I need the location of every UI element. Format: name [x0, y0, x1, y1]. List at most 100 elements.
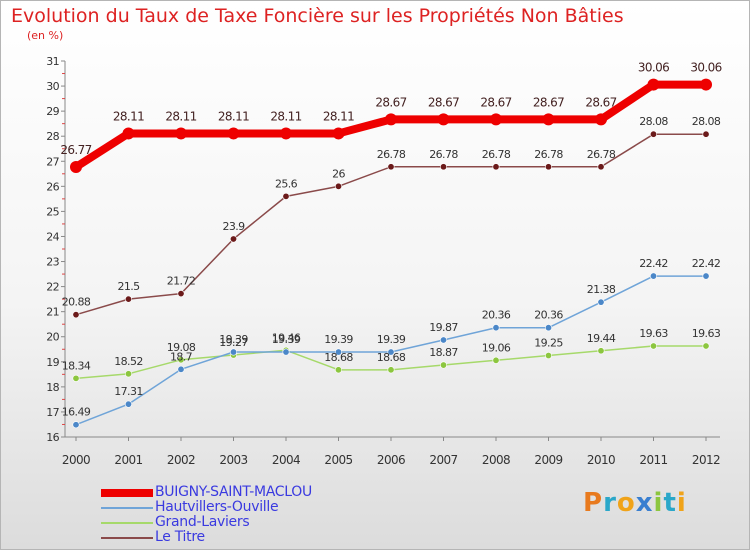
legend-swatch: [101, 537, 153, 539]
data-label: 19.63: [692, 327, 721, 340]
logo-letter: P: [583, 488, 604, 518]
data-point: [282, 192, 290, 200]
data-point: [175, 127, 187, 140]
data-label: 30.06: [690, 61, 721, 75]
data-label: 25.6: [275, 177, 298, 190]
data-label: 19.39: [324, 333, 353, 346]
data-label: 18.34: [62, 359, 91, 372]
data-label: 19.44: [587, 332, 616, 345]
data-point: [597, 298, 605, 306]
data-label: 28.11: [323, 109, 354, 123]
data-label: 18.68: [324, 351, 353, 364]
y-tick-label: 22: [46, 281, 59, 294]
data-point: [492, 324, 500, 332]
chart-subtitle: (en %): [27, 29, 64, 42]
data-label: 20.36: [534, 309, 563, 322]
data-point: [385, 113, 397, 126]
x-tick-label: 2010: [587, 453, 615, 467]
data-label: 30.06: [638, 61, 669, 75]
x-tick-label: 2005: [324, 453, 352, 467]
data-label: 18.7: [170, 350, 193, 363]
data-label: 21.72: [167, 275, 196, 288]
y-tick-label: 20: [46, 331, 59, 344]
data-point: [72, 374, 80, 382]
y-tick-label: 27: [46, 155, 59, 168]
data-label: 26.77: [60, 143, 91, 157]
data-point: [230, 235, 238, 243]
legend-swatch: [101, 507, 153, 509]
data-label: 28.67: [585, 95, 616, 109]
data-point: [544, 352, 552, 360]
y-tick-label: 16: [46, 431, 59, 444]
data-label: 19.39: [272, 333, 301, 346]
x-tick-label: 2009: [534, 453, 562, 467]
data-label: 19.08: [167, 341, 196, 354]
data-point: [230, 348, 238, 356]
y-tick-label: 21: [46, 306, 59, 319]
data-label: 21.38: [587, 283, 616, 296]
x-tick-label: 2006: [377, 453, 405, 467]
logo-letter: i: [653, 488, 664, 518]
data-label: 21.5: [117, 280, 140, 293]
data-point: [597, 163, 605, 171]
data-label: 28.08: [692, 115, 721, 128]
data-point: [387, 348, 395, 356]
data-label: 20.88: [62, 296, 91, 309]
data-label: 28.11: [270, 109, 301, 123]
x-tick-label: 2000: [62, 453, 90, 467]
data-point: [439, 336, 447, 344]
x-tick-label: 2002: [167, 453, 195, 467]
data-point: [439, 163, 447, 171]
data-label: 18.87: [429, 346, 458, 359]
data-point: [280, 127, 292, 140]
data-label: 19.63: [639, 327, 668, 340]
y-tick-label: 30: [46, 80, 59, 93]
data-point: [125, 370, 133, 378]
data-point: [334, 182, 342, 190]
x-tick-label: 2003: [219, 453, 247, 467]
legend-label: Grand-Laviers: [155, 514, 250, 530]
legend-swatch: [101, 522, 153, 524]
data-label: 23.9: [222, 220, 245, 233]
data-label: 28.67: [480, 95, 511, 109]
y-tick-label: 24: [46, 230, 59, 243]
data-label: 28.67: [533, 95, 564, 109]
data-label: 19.39: [377, 333, 406, 346]
y-tick-label: 29: [46, 105, 59, 118]
data-label: 19.06: [482, 341, 511, 354]
data-point: [702, 272, 710, 280]
data-point: [542, 113, 555, 126]
y-tick-label: 23: [46, 256, 59, 269]
y-tick-label: 26: [46, 180, 59, 193]
data-label: 28.11: [165, 109, 196, 123]
data-label: 19.25: [534, 337, 563, 350]
data-point: [282, 348, 290, 356]
x-tick-label: 2001: [114, 453, 142, 467]
data-point: [125, 400, 133, 408]
data-point: [490, 113, 502, 126]
data-point: [544, 163, 552, 171]
y-tick-label: 25: [46, 205, 59, 218]
data-point: [439, 361, 447, 369]
data-label: 28.11: [218, 109, 249, 123]
data-point: [72, 421, 80, 429]
legend-label: Le Titre: [155, 529, 205, 545]
y-tick-label: 17: [46, 406, 59, 419]
data-label: 28.11: [113, 109, 144, 123]
data-point: [492, 163, 500, 171]
x-tick-label: 2004: [272, 453, 300, 467]
data-point: [437, 113, 450, 126]
data-point: [332, 127, 345, 140]
data-label: 28.08: [639, 115, 668, 128]
logo-letter: r: [603, 488, 617, 518]
data-label: 26.78: [429, 148, 458, 161]
data-label: 19.87: [429, 321, 458, 334]
legend-swatch: [101, 489, 153, 497]
data-label: 18.52: [114, 355, 143, 368]
data-point: [125, 295, 133, 303]
data-label: 20.36: [482, 309, 511, 322]
logo-letter: o: [616, 488, 636, 518]
data-label: 18.68: [377, 351, 406, 364]
